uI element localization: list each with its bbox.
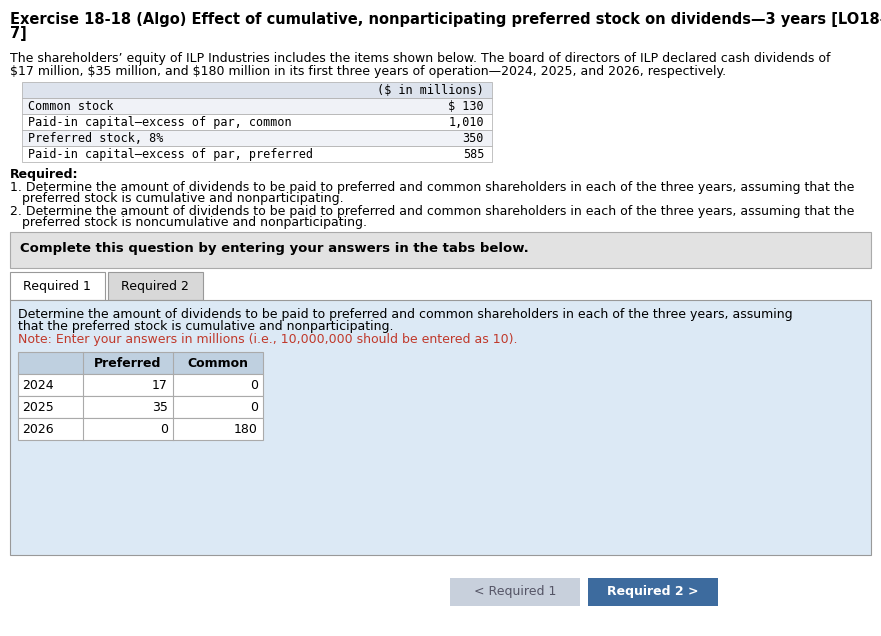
Text: 2024: 2024 [22,379,54,392]
Text: 350: 350 [463,132,484,145]
Text: 17: 17 [152,379,168,392]
Bar [18,396,263,418]
Text: Note: Enter your answers in millions (i.e., 10,000,000 should be entered as 10).: Note: Enter your answers in millions (i.… [18,333,517,346]
Bar [10,272,105,300]
Bar [450,578,580,606]
Text: 7]: 7] [10,26,26,41]
Text: 0: 0 [250,401,258,414]
Text: Required:: Required: [10,168,78,181]
Text: 1,010: 1,010 [448,116,484,129]
Text: $17 million, $35 million, and $180 million in its first three years of operation: $17 million, $35 million, and $180 milli… [10,65,726,78]
Text: 0: 0 [160,423,168,436]
Text: preferred stock is noncumulative and nonparticipating.: preferred stock is noncumulative and non… [10,216,367,229]
Text: that the preferred stock is cumulative and nonparticipating.: that the preferred stock is cumulative a… [18,320,394,333]
Text: Determine the amount of dividends to be paid to preferred and common shareholder: Determine the amount of dividends to be … [18,308,793,321]
Bar [18,418,263,440]
Text: 2. Determine the amount of dividends to be paid to preferred and common sharehol: 2. Determine the amount of dividends to … [10,205,855,218]
Text: Common: Common [188,357,248,370]
Text: Exercise 18-18 (Algo) Effect of cumulative, nonparticipating preferred stock on : Exercise 18-18 (Algo) Effect of cumulati… [10,12,881,27]
Text: 2026: 2026 [22,423,54,436]
Bar [588,578,718,606]
Text: Complete this question by entering your answers in the tabs below.: Complete this question by entering your … [20,242,529,255]
Bar [18,374,263,396]
Text: 35: 35 [152,401,168,414]
Text: ($ in millions): ($ in millions) [377,84,484,97]
Bar [10,300,871,555]
Text: preferred stock is cumulative and nonparticipating.: preferred stock is cumulative and nonpar… [10,192,344,205]
Text: Paid-in capital–excess of par, preferred: Paid-in capital–excess of par, preferred [28,148,313,161]
Text: 0: 0 [250,379,258,392]
Text: 180: 180 [234,423,258,436]
Text: Preferred: Preferred [94,357,162,370]
Bar [22,82,492,98]
Bar [22,114,492,130]
Bar [10,232,871,268]
Text: Required 1: Required 1 [23,280,91,293]
Bar [108,272,203,300]
Bar [18,352,263,374]
Bar [22,130,492,146]
Text: $ 130: $ 130 [448,100,484,113]
Text: 2025: 2025 [22,401,54,414]
Text: Paid-in capital–excess of par, common: Paid-in capital–excess of par, common [28,116,292,129]
Text: Preferred stock, 8%: Preferred stock, 8% [28,132,163,145]
Bar [22,146,492,162]
Text: 585: 585 [463,148,484,161]
Text: 1. Determine the amount of dividends to be paid to preferred and common sharehol: 1. Determine the amount of dividends to … [10,181,855,194]
Text: Required 2: Required 2 [121,280,189,293]
Bar [22,98,492,114]
Text: Required 2 >: Required 2 > [607,585,699,598]
Text: Common stock: Common stock [28,100,114,113]
Text: The shareholders’ equity of ILP Industries includes the items shown below. The b: The shareholders’ equity of ILP Industri… [10,52,831,65]
Text: < Required 1: < Required 1 [474,585,556,598]
